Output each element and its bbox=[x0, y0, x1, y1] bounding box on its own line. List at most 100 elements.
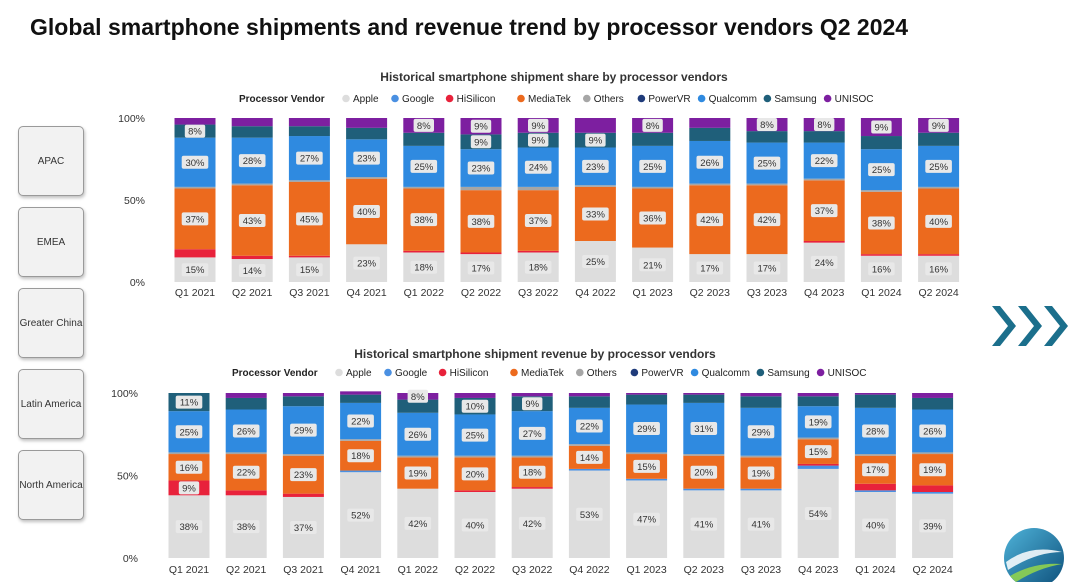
revenue-data-label: 25% bbox=[179, 427, 199, 438]
revenue-ytick-label: 0% bbox=[123, 553, 138, 565]
revenue-data-label-bg bbox=[347, 414, 374, 428]
share-data-label-bg bbox=[296, 212, 323, 226]
revenue-category-label: Q3 2021 bbox=[283, 564, 323, 576]
share-bar-segment-samsung bbox=[632, 132, 674, 146]
share-bar-segment-hisilicon bbox=[288, 255, 330, 258]
revenue-data-label-bg bbox=[862, 463, 889, 477]
share-bar-segment-others bbox=[174, 186, 216, 189]
share-bar-segment-samsung bbox=[860, 136, 902, 150]
region-button-greater-china[interactable]: Greater China bbox=[18, 288, 84, 358]
revenue-legend-label-others: Others bbox=[587, 368, 617, 379]
revenue-data-label-bg bbox=[404, 427, 432, 441]
share-data-label-bg bbox=[696, 261, 724, 275]
share-legend-label-qualcomm: Qualcomm bbox=[709, 94, 757, 105]
share-bar-segment-unisoc bbox=[174, 118, 216, 125]
share-data-label-bg bbox=[467, 261, 495, 275]
revenue-bar-segment-google bbox=[740, 488, 782, 491]
share-data-label: 25% bbox=[586, 257, 606, 268]
share-category-label: Q2 2024 bbox=[918, 287, 958, 299]
region-button-apac[interactable]: APAC bbox=[18, 126, 84, 196]
share-data-label: 38% bbox=[471, 217, 491, 228]
revenue-data-label-bg bbox=[175, 460, 203, 474]
share-data-label-bg bbox=[238, 214, 266, 227]
share-data-label-bg bbox=[413, 118, 434, 132]
revenue-legend-label-apple: Apple bbox=[346, 368, 372, 379]
revenue-data-label: 52% bbox=[351, 511, 371, 522]
next-chevrons-icon[interactable] bbox=[988, 302, 1078, 350]
share-data-label: 21% bbox=[643, 260, 663, 271]
share-data-label-bg bbox=[410, 159, 438, 173]
revenue-data-label-bg bbox=[461, 467, 489, 481]
revenue-data-label: 41% bbox=[694, 520, 714, 531]
share-bar-segment-hisilicon bbox=[231, 255, 273, 260]
share-bar-segment-samsung bbox=[689, 127, 731, 141]
share-bar-segment-hisilicon bbox=[403, 250, 445, 253]
revenue-data-label-bg bbox=[633, 512, 660, 526]
share-category-label: Q1 2024 bbox=[861, 287, 901, 299]
share-data-label: 15% bbox=[185, 265, 205, 276]
share-category-label: Q4 2023 bbox=[804, 287, 844, 299]
revenue-bar-segment-unisoc bbox=[511, 393, 553, 397]
share-bar-segment-samsung bbox=[403, 132, 445, 146]
revenue-bar-segment-others bbox=[225, 452, 267, 455]
share-data-label: 16% bbox=[929, 264, 949, 275]
region-button-emea[interactable]: EMEA bbox=[18, 207, 84, 277]
share-data-label: 42% bbox=[757, 215, 777, 226]
share-data-label: 38% bbox=[872, 218, 892, 229]
revenue-data-label: 20% bbox=[694, 468, 714, 479]
revenue-data-label-bg bbox=[576, 507, 603, 521]
share-data-label: 8% bbox=[417, 121, 431, 132]
revenue-bar-segment-samsung bbox=[912, 397, 954, 410]
region-button-north-america[interactable]: North America bbox=[18, 450, 84, 520]
revenue-bar-segment-google bbox=[854, 490, 896, 492]
revenue-bar-segment-samsung bbox=[568, 396, 610, 408]
share-data-label: 16% bbox=[872, 264, 892, 275]
share-data-label-bg bbox=[184, 124, 206, 138]
revenue-bar-segment-others bbox=[168, 452, 210, 455]
share-bar-segment-unisoc bbox=[689, 118, 731, 128]
share-data-label-bg bbox=[696, 155, 724, 169]
revenue-bar-segment-others bbox=[397, 455, 439, 458]
share-bar-segment-unisoc bbox=[346, 118, 388, 128]
revenue-data-label: 25% bbox=[465, 431, 485, 442]
revenue-bar-segment-unisoc bbox=[740, 393, 782, 397]
revenue-data-label: 19% bbox=[751, 469, 771, 480]
share-data-label-bg bbox=[470, 135, 492, 149]
revenue-data-label: 53% bbox=[580, 510, 600, 521]
revenue-bar-segment-others bbox=[511, 455, 553, 458]
revenue-data-label: 39% bbox=[923, 521, 943, 532]
share-chart-title: Historical smartphone shipment share by … bbox=[380, 70, 728, 84]
revenue-bar-segment-google bbox=[797, 465, 839, 469]
share-data-label: 25% bbox=[929, 162, 949, 173]
revenue-data-label-bg bbox=[919, 424, 946, 438]
share-category-label: Q3 2021 bbox=[289, 287, 329, 299]
revenue-data-label-bg bbox=[461, 399, 489, 413]
revenue-data-label-bg bbox=[404, 466, 432, 480]
revenue-data-label: 40% bbox=[866, 521, 886, 532]
revenue-data-label: 26% bbox=[237, 426, 257, 437]
share-bar-segment-others bbox=[231, 183, 273, 186]
revenue-data-label: 27% bbox=[523, 429, 543, 440]
revenue-bar-segment-unisoc bbox=[912, 393, 954, 398]
region-button-latin-america[interactable]: Latin America bbox=[18, 369, 84, 439]
revenue-legend-swatch-hisilicon bbox=[438, 368, 447, 377]
revenue-data-label: 38% bbox=[237, 522, 257, 533]
revenue-category-label: Q2 2022 bbox=[455, 564, 495, 576]
revenue-category-label: Q1 2021 bbox=[169, 564, 209, 576]
share-bar-segment-hisilicon bbox=[860, 254, 902, 256]
revenue-legend-swatch-samsung bbox=[756, 368, 765, 377]
share-data-label-bg bbox=[524, 214, 552, 227]
share-legend-swatch-apple bbox=[342, 94, 350, 103]
share-data-label: 9% bbox=[531, 136, 545, 147]
revenue-bar-segment-samsung bbox=[854, 394, 896, 408]
revenue-data-label-bg bbox=[522, 397, 543, 411]
share-data-label: 25% bbox=[757, 159, 777, 170]
revenue-data-label: 37% bbox=[294, 523, 314, 534]
revenue-data-label: 8% bbox=[411, 392, 425, 403]
share-bar-segment-others bbox=[746, 183, 788, 186]
revenue-bar-segment-unisoc bbox=[626, 393, 668, 395]
share-category-label: Q1 2021 bbox=[175, 287, 215, 299]
revenue-data-label-bg bbox=[407, 389, 428, 403]
share-data-label-bg bbox=[925, 214, 952, 228]
share-data-label: 24% bbox=[815, 258, 835, 269]
